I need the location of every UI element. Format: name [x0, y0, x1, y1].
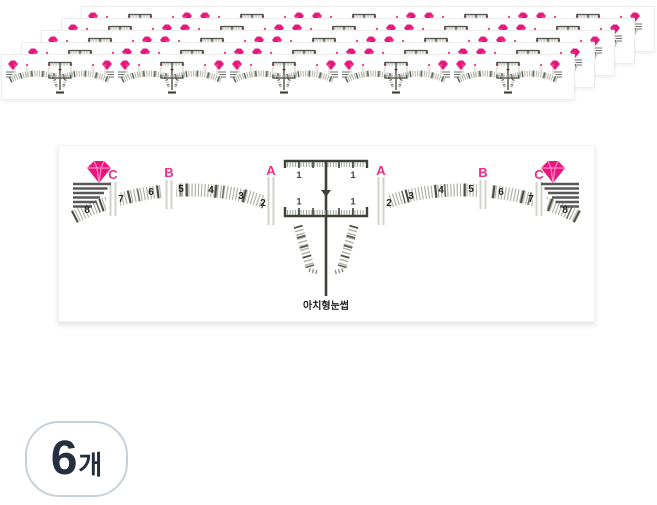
- ruler-number: 5: [178, 184, 184, 195]
- ruler-number: 7: [118, 194, 124, 205]
- ruler-number: 2: [386, 198, 392, 209]
- pointer-triangle-icon: [321, 190, 331, 197]
- quantity-badge: 6 개: [25, 421, 128, 497]
- sticker-sheet-stack: [0, 0, 657, 125]
- ruler-number: 6: [148, 187, 154, 198]
- center-tick-label: 1: [350, 197, 355, 207]
- ruler-number: 4: [438, 185, 444, 196]
- center-tick-label: 1: [296, 197, 301, 207]
- ruler-letter: C: [534, 167, 544, 182]
- ruler-number: 8: [562, 205, 568, 216]
- eyebrow-ruler-graphic: C B A A B C 8 7 6 5 4 3 2 2 3 4 5 6 7 8: [71, 159, 581, 312]
- ruler-number: 6: [498, 187, 504, 198]
- ruler-letter: A: [266, 163, 276, 178]
- ruler-label: 아치형눈썹: [303, 299, 349, 312]
- eyebrow-ruler-detail-card: C B A A B C 8 7 6 5 4 3 2 2 3 4 5 6 7 8: [58, 145, 595, 322]
- ruler-posts: [106, 176, 547, 226]
- ruler-number: 4: [208, 185, 214, 196]
- ruler-number: 2: [260, 198, 266, 209]
- sticker-sheet: [1, 54, 575, 100]
- side-line-stack: [73, 182, 579, 208]
- ruler-letters: C B A A B C: [108, 163, 544, 182]
- ladder-strips: [293, 224, 359, 275]
- ruler-number: 8: [84, 205, 90, 216]
- ruler-letter: B: [164, 165, 173, 180]
- ruler-letter: C: [108, 167, 118, 182]
- ruler-number: 3: [238, 191, 244, 202]
- ruler-number: 5: [468, 184, 474, 195]
- center-tick-label: 1: [296, 170, 301, 180]
- quantity-unit: 개: [78, 450, 103, 480]
- ruler-number: 7: [528, 194, 534, 205]
- ruler-letter: A: [376, 163, 386, 178]
- center-gauge: 1 1 1 1 아치형눈썹: [283, 159, 369, 312]
- ruler-letter: B: [478, 165, 487, 180]
- ruler-number: 3: [408, 191, 414, 202]
- center-tick-label: 1: [350, 170, 355, 180]
- diamond-icon: [540, 160, 566, 184]
- quantity-count: 6: [50, 432, 78, 485]
- ruler-numbers: 8 7 6 5 4 3 2 2 3 4 5 6 7 8: [84, 184, 568, 216]
